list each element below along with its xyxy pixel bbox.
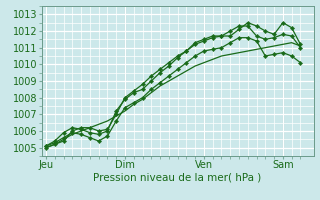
- X-axis label: Pression niveau de la mer( hPa ): Pression niveau de la mer( hPa ): [93, 173, 262, 183]
